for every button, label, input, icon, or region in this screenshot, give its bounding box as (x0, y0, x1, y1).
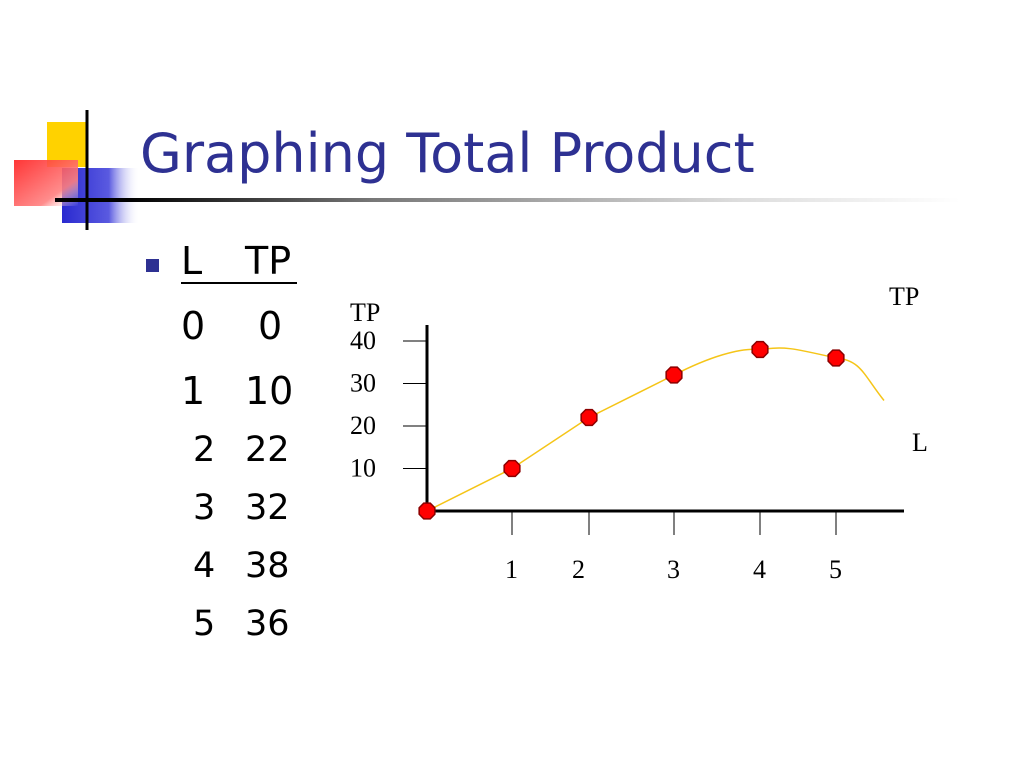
y-tick-label: 10 (350, 454, 376, 483)
table-cell-l: 1 (181, 369, 206, 413)
table-cell-l: 5 (193, 604, 216, 644)
table-cell-tp: 0 (258, 304, 283, 348)
table-cell-l: 0 (181, 304, 206, 348)
curve-label: TP (889, 282, 919, 311)
table-cell-l: 3 (193, 488, 216, 528)
y-axis-label: TP (350, 298, 380, 327)
table-header-underline (181, 282, 297, 284)
table-cell-tp: 38 (245, 546, 290, 586)
x-tick-label: 2 (572, 555, 585, 584)
data-point (503, 459, 521, 478)
tp-curve (426, 347, 885, 512)
x-tick-label: 1 (505, 555, 518, 584)
logo-yellow-square (47, 122, 87, 167)
bullet-icon (146, 259, 159, 272)
table-cell-tp: 22 (245, 430, 290, 470)
table-header-tp: TP (245, 239, 292, 283)
data-point (827, 349, 845, 367)
table-cell-l: 2 (193, 430, 216, 470)
y-tick-label: 40 (350, 326, 376, 355)
table-cell-tp: 10 (245, 369, 294, 413)
y-tick-label: 20 (350, 411, 376, 440)
x-tick-label: 4 (753, 555, 766, 584)
data-point (580, 408, 598, 427)
x-axis-label: L (912, 428, 928, 457)
table-cell-l: 4 (193, 546, 216, 586)
slide-title: Graphing Total Product (140, 122, 755, 185)
x-tick-label: 3 (667, 555, 680, 584)
data-point (751, 340, 769, 359)
table-header-l: L (181, 239, 203, 283)
table-cell-tp: 36 (245, 604, 290, 644)
data-point (665, 366, 683, 384)
title-underline (55, 198, 960, 202)
table-cell-tp: 32 (245, 488, 290, 528)
x-tick-label: 5 (829, 555, 842, 584)
data-point (418, 502, 436, 520)
y-tick-label: 30 (350, 369, 376, 398)
